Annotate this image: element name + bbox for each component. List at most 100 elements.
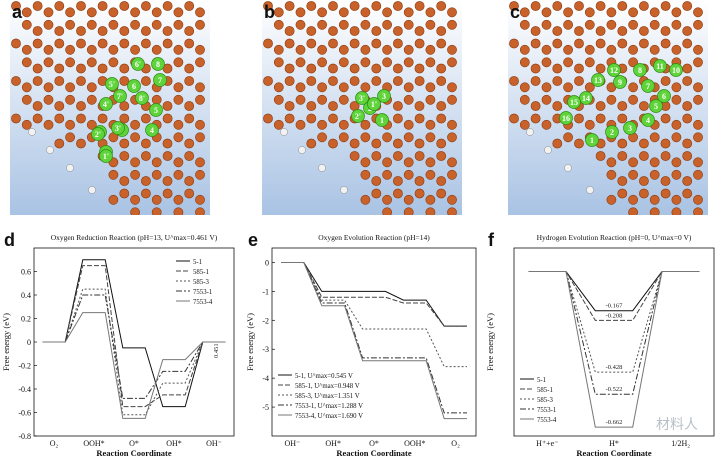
carbon-atom xyxy=(584,7,595,18)
carbon-atom xyxy=(414,63,425,74)
carbon-atom xyxy=(21,94,32,105)
carbon-atom xyxy=(584,119,595,130)
carbon-atom xyxy=(140,26,151,36)
y-tick-label: 0 xyxy=(265,258,269,267)
carbon-atom xyxy=(530,38,541,49)
carbon-atom xyxy=(563,44,573,55)
hydrogen-atom xyxy=(298,146,306,154)
carbon-atom xyxy=(628,44,638,55)
carbon-atom xyxy=(130,207,140,218)
carbon-atom xyxy=(328,138,338,149)
carbon-atom xyxy=(541,119,552,130)
carbon-atom xyxy=(436,101,447,111)
carbon-atom xyxy=(65,132,75,143)
carbon-atom xyxy=(392,38,403,49)
plot-frame xyxy=(271,247,477,437)
carbon-atom xyxy=(273,44,284,55)
carbon-atom xyxy=(360,169,371,180)
carbon-atom xyxy=(54,26,65,36)
carbon-atom xyxy=(162,138,173,149)
carbon-atom xyxy=(436,26,447,36)
y-tick-label: 0 xyxy=(27,338,31,347)
carbon-atom xyxy=(97,63,108,74)
carbon-atom xyxy=(173,82,184,93)
carbon-atom xyxy=(584,19,595,30)
carbon-atom xyxy=(65,57,75,68)
carbon-atom xyxy=(606,169,617,180)
highlighted-atom xyxy=(99,97,113,111)
legend-entry: 585-1 xyxy=(193,269,209,276)
carbon-atom xyxy=(447,44,457,55)
carbon-atom xyxy=(32,1,43,11)
carbon-atom xyxy=(436,176,447,186)
series-line-7553-4 xyxy=(281,262,467,420)
x-tick-label: H⁺+e⁻ xyxy=(536,439,558,448)
y-tick-label: -0.4 xyxy=(18,385,31,394)
plot-frame xyxy=(513,247,715,437)
carbon-atom xyxy=(541,7,552,18)
carbon-atom xyxy=(660,76,671,86)
carbon-atom xyxy=(65,94,75,105)
highlighted-atom xyxy=(135,91,149,105)
carbon-atom xyxy=(195,194,205,205)
carbon-atom xyxy=(574,63,584,74)
carbon-atom xyxy=(184,138,195,149)
x-tick-label: OH* xyxy=(166,439,182,448)
carbon-atom xyxy=(447,7,457,18)
carbon-atom xyxy=(606,194,617,205)
carbon-atom xyxy=(119,176,130,186)
highlighted-atom xyxy=(633,63,647,77)
carbon-atom xyxy=(693,119,703,130)
highlighted-atom xyxy=(367,97,381,111)
carbon-atom xyxy=(660,138,671,149)
chart-title: Hydrogen Evolution Reaction (pH=0, U^max… xyxy=(537,233,692,242)
carbon-atom xyxy=(403,57,414,68)
carbon-atom xyxy=(628,194,638,205)
carbon-atom xyxy=(682,151,693,161)
x-tick-label: O* xyxy=(129,439,139,448)
carbon-atom xyxy=(54,101,65,111)
carbon-atom xyxy=(392,63,403,74)
carbon-atom xyxy=(392,101,403,111)
carbon-atom xyxy=(184,63,195,74)
carbon-atom xyxy=(617,26,628,36)
carbon-atom xyxy=(574,1,584,11)
atom-label: 3' xyxy=(115,124,121,133)
carbon-atom xyxy=(682,113,693,124)
carbon-atom xyxy=(151,194,162,205)
carbon-atom xyxy=(382,207,392,218)
atom-label: 3 xyxy=(382,92,386,101)
carbon-atom xyxy=(195,82,205,93)
carbon-atom xyxy=(360,119,371,130)
carbon-atom xyxy=(195,157,205,168)
carbon-atom xyxy=(671,119,682,130)
carbon-atom xyxy=(184,188,195,199)
carbon-atom xyxy=(119,101,130,111)
carbon-atom xyxy=(436,138,447,149)
level-label: -0.167 xyxy=(606,303,624,310)
carbon-atom xyxy=(21,57,32,68)
carbon-atom xyxy=(584,82,595,93)
carbon-atom xyxy=(328,38,338,49)
highlighted-atom xyxy=(641,113,655,127)
carbon-atom xyxy=(151,169,162,180)
carbon-atom xyxy=(119,26,130,36)
carbon-atom xyxy=(509,113,519,124)
level-label: -0.662 xyxy=(606,419,623,426)
atom-label: 7' xyxy=(117,92,123,101)
carbon-atom xyxy=(119,38,130,49)
atom-label: 8 xyxy=(156,60,160,69)
carbon-atom xyxy=(425,82,436,93)
carbon-atom xyxy=(338,19,349,30)
carbon-atom xyxy=(617,188,628,199)
carbon-atom xyxy=(349,151,360,161)
carbon-atom xyxy=(414,188,425,199)
series-line-585-3 xyxy=(528,271,700,373)
carbon-atom xyxy=(140,1,151,11)
carbon-atom xyxy=(649,132,660,143)
carbon-atom xyxy=(425,94,436,105)
hydrogen-atom xyxy=(46,146,54,154)
hydrogen-atom xyxy=(280,128,288,136)
y-tick-label: -0.2 xyxy=(18,362,31,371)
atom-label: 7 xyxy=(158,76,162,85)
